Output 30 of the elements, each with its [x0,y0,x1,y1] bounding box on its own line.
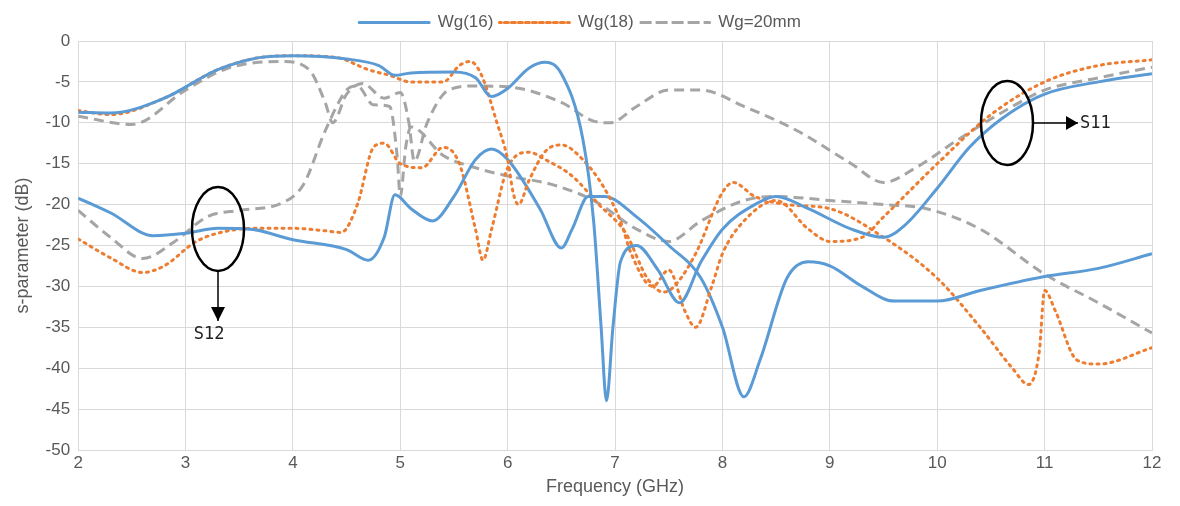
y-tick-label: -50 [45,439,71,459]
y-tick-label: -5 [55,71,71,91]
annotation: S12 [193,323,225,344]
line-series [78,54,1152,403]
y-tick-label: -15 [45,153,71,173]
x-tick-label: 3 [180,452,191,472]
x-tick-label: 11 [1035,452,1054,472]
y-tick-label: 0 [60,30,71,50]
x-tick-label: 4 [288,452,298,472]
x-tick-label: 7 [610,452,620,472]
y-tick-label: -40 [45,357,71,377]
y-tick-label: -35 [45,316,71,336]
x-tick-label: 10 [927,452,947,472]
x-tick-label: 6 [502,452,513,472]
y-tick-label: -10 [45,112,71,132]
legend-label: Wg=20mm [718,12,801,32]
x-tick-label: 5 [395,452,406,472]
y-tick-label: -30 [45,276,71,296]
y-tick-label: -45 [45,398,71,418]
y-tick-label: -20 [45,194,71,214]
legend-label: Wg(18) [577,12,634,32]
legend-label: Wg(16) [437,12,494,32]
y-tick-label: -25 [45,235,71,255]
y-axis-title: s-parameter (dB) [11,177,32,314]
x-tick-label: 2 [73,452,83,472]
x-tick-label: 12 [1142,452,1162,472]
x-axis-title: Frequency (GHz) [546,476,685,497]
annotation: S11 [1080,111,1111,132]
x-tick-label: 9 [825,452,835,472]
x-tick-label: 8 [717,452,728,472]
